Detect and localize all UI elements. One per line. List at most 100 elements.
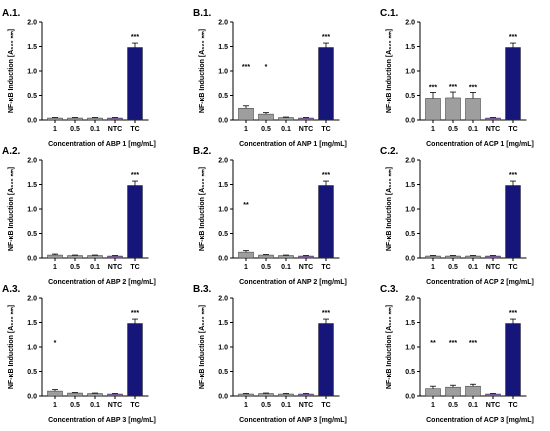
y-tick-label: 1.0 [218, 69, 228, 76]
panel-c2: C.2. 0.0 0.5 1.0 1.5 2.0 NF-κB Induction [A₆₂₀… [380, 146, 534, 286]
significance-label: *** [322, 310, 330, 317]
panel-label: B.3. [193, 284, 212, 295]
x-tick-label: 0.5 [70, 402, 80, 409]
bar [425, 98, 441, 121]
x-tick-label: TC [508, 402, 517, 409]
y-tick-label: 0.0 [218, 256, 228, 263]
x-tick-label: 0.5 [448, 402, 458, 409]
y-tick-label: 1.0 [218, 345, 228, 352]
bar [127, 185, 143, 259]
significance-label: *** [449, 84, 457, 91]
y-tick-label: 2.0 [405, 158, 415, 165]
x-tick-label: NTC [299, 126, 313, 133]
x-tick-label: NTC [299, 264, 313, 271]
bar [238, 251, 254, 259]
bar [107, 255, 123, 259]
significance-label: *** [469, 340, 477, 347]
x-tick-label: 0.1 [281, 264, 291, 271]
y-tick-label: 0.5 [405, 93, 415, 100]
y-tick-label: 2.0 [27, 158, 37, 165]
y-tick-label: 1.5 [405, 320, 415, 327]
bar [298, 393, 314, 397]
x-axis-label: Concentration of ABP 2 [mg/mL] [48, 279, 156, 286]
significance-label: * [265, 64, 268, 71]
bar [258, 113, 274, 121]
y-tick-label: 1.5 [27, 44, 37, 51]
y-tick-label: 0.0 [218, 118, 228, 125]
y-tick-label: 0.5 [405, 231, 415, 238]
x-tick-label: TC [321, 402, 330, 409]
y-tick-label: 1.0 [27, 69, 37, 76]
y-tick-label: 1.0 [218, 207, 228, 214]
y-tick-label: 1.0 [27, 345, 37, 352]
y-tick-label: 2.0 [218, 20, 228, 27]
bar [67, 255, 83, 259]
x-tick-label: 1 [244, 402, 248, 409]
bar [465, 255, 481, 259]
panel-c3: C.3. 0.0 0.5 1.0 1.5 2.0 NF-κB Induction [A₆₂₀… [380, 284, 534, 424]
x-axis-label: Concentration of ABP 3 [mg/mL] [48, 417, 156, 424]
x-tick-label: 0.5 [448, 264, 458, 271]
x-tick-label: NTC [108, 126, 122, 133]
x-tick-label: 1 [431, 264, 435, 271]
significance-label: *** [131, 172, 139, 179]
panel-b1: B.1. 0.0 0.5 1.0 1.5 2.0 NF-κB Induction [A₆₂₀… [193, 8, 347, 148]
bar [298, 117, 314, 121]
bar [485, 393, 501, 397]
x-tick-label: NTC [108, 264, 122, 271]
bar [318, 185, 334, 259]
bar [238, 107, 254, 121]
y-tick-label: 0.0 [27, 394, 37, 401]
panel-label: A.2. [2, 146, 21, 157]
bar [318, 47, 334, 121]
x-tick-label: 0.1 [468, 264, 478, 271]
x-tick-label: TC [130, 126, 139, 133]
bar [485, 255, 501, 259]
y-tick-label: 0.5 [27, 231, 37, 238]
y-axis-label: NF-κB Induction [A₆₂₀ ₙₘ] [199, 305, 206, 389]
y-tick-label: 2.0 [218, 158, 228, 165]
x-tick-label: 0.5 [261, 126, 271, 133]
bar [107, 393, 123, 397]
x-tick-label: 1 [244, 264, 248, 271]
bar [445, 386, 461, 397]
y-tick-label: 2.0 [27, 296, 37, 303]
panel-b3: B.3. 0.0 0.5 1.0 1.5 2.0 NF-κB Induction [A₆₂₀… [193, 284, 347, 424]
significance-label: * [54, 340, 57, 347]
significance-label: *** [509, 172, 517, 179]
y-tick-label: 1.0 [405, 207, 415, 214]
bar [485, 117, 501, 121]
bar [465, 98, 481, 121]
significance-label: *** [469, 85, 477, 92]
bar [318, 323, 334, 397]
significance-label: *** [322, 34, 330, 41]
x-axis-label: Concentration of ACP 3 [mg/mL] [426, 417, 534, 424]
y-tick-label: 0.0 [405, 256, 415, 263]
y-tick-label: 1.5 [405, 44, 415, 51]
bar [505, 323, 521, 397]
y-tick-label: 2.0 [405, 296, 415, 303]
y-tick-label: 2.0 [27, 20, 37, 27]
y-tick-label: 0.5 [218, 231, 228, 238]
y-tick-label: 1.5 [218, 182, 228, 189]
panel-label: C.1. [380, 8, 399, 19]
bar [425, 388, 441, 397]
y-axis-label: NF-κB Induction [A₆₂₀ ₙₘ] [386, 167, 393, 251]
y-axis-label: NF-κB Induction [A₆₂₀ ₙₘ] [386, 29, 393, 113]
significance-label: *** [322, 172, 330, 179]
x-axis-label: Concentration of ABP 1 [mg/mL] [48, 141, 156, 148]
panel-label: B.2. [193, 146, 212, 157]
y-tick-label: 1.0 [405, 345, 415, 352]
x-tick-label: 0.1 [468, 126, 478, 133]
y-tick-label: 2.0 [218, 296, 228, 303]
x-tick-label: 0.5 [448, 126, 458, 133]
x-tick-label: 0.1 [90, 126, 100, 133]
x-tick-label: 1 [431, 402, 435, 409]
bar [425, 255, 441, 259]
y-tick-label: 0.0 [405, 118, 415, 125]
x-tick-label: TC [508, 264, 517, 271]
x-tick-label: 1 [431, 126, 435, 133]
bar [278, 255, 294, 259]
y-axis-label: NF-κB Induction [A₆₂₀ ₙₘ] [386, 305, 393, 389]
